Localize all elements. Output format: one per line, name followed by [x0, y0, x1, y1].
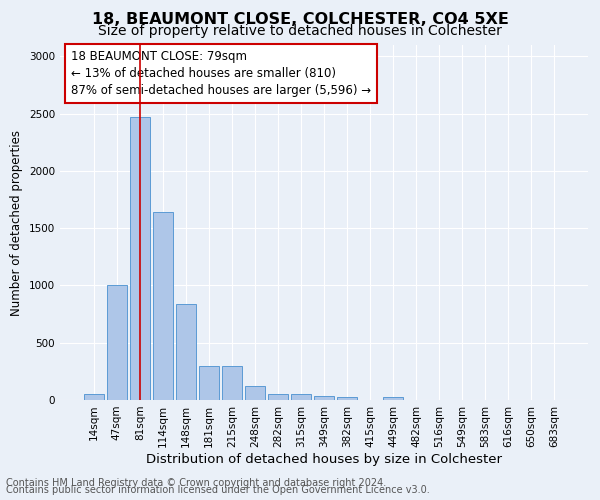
Bar	[337, 397, 357, 400]
Bar	[130, 117, 149, 400]
Bar	[107, 286, 127, 400]
X-axis label: Distribution of detached houses by size in Colchester: Distribution of detached houses by size …	[146, 452, 502, 466]
Text: Contains public sector information licensed under the Open Government Licence v3: Contains public sector information licen…	[6, 485, 430, 495]
Bar	[84, 394, 104, 400]
Bar	[268, 394, 288, 400]
Bar	[245, 386, 265, 400]
Text: Contains HM Land Registry data © Crown copyright and database right 2024.: Contains HM Land Registry data © Crown c…	[6, 478, 386, 488]
Bar	[199, 366, 218, 400]
Bar	[291, 394, 311, 400]
Bar	[314, 396, 334, 400]
Bar	[153, 212, 173, 400]
Text: 18, BEAUMONT CLOSE, COLCHESTER, CO4 5XE: 18, BEAUMONT CLOSE, COLCHESTER, CO4 5XE	[92, 12, 508, 26]
Bar	[176, 304, 196, 400]
Bar	[222, 366, 242, 400]
Bar	[383, 397, 403, 400]
Text: Size of property relative to detached houses in Colchester: Size of property relative to detached ho…	[98, 24, 502, 38]
Text: 18 BEAUMONT CLOSE: 79sqm
← 13% of detached houses are smaller (810)
87% of semi-: 18 BEAUMONT CLOSE: 79sqm ← 13% of detach…	[71, 50, 371, 98]
Y-axis label: Number of detached properties: Number of detached properties	[10, 130, 23, 316]
